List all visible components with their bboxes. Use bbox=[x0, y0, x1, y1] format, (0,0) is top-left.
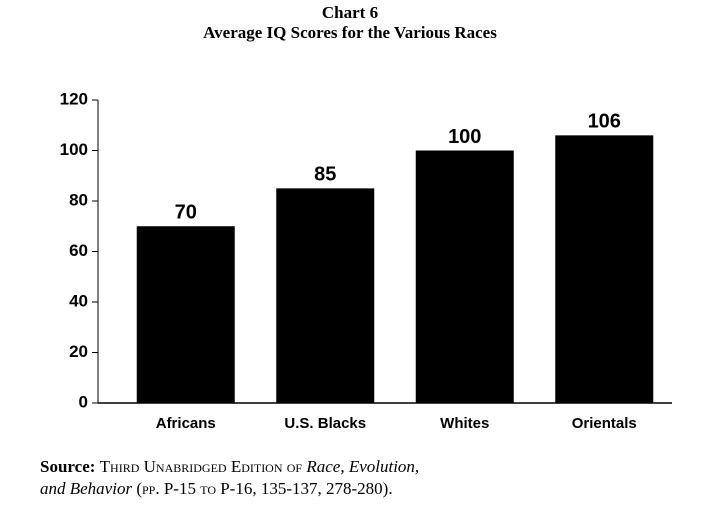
source-pages: (pp. P-15 to P-16, 135-137, 278-280). bbox=[136, 479, 393, 498]
source-label: Source: bbox=[40, 457, 96, 476]
bar bbox=[555, 135, 654, 403]
chart-subtitle: Average IQ Scores for the Various Races bbox=[203, 23, 497, 42]
y-tick-label: 80 bbox=[69, 190, 88, 209]
value-label: 100 bbox=[448, 126, 481, 148]
chart: Chart 6 Average IQ Scores for the Variou… bbox=[60, 3, 672, 432]
x-tick-label: Whites bbox=[440, 415, 489, 432]
y-tick-label: 20 bbox=[69, 342, 88, 361]
value-label: 85 bbox=[314, 164, 336, 186]
x-tick-label: Orientals bbox=[572, 415, 637, 432]
x-tick-label: Africans bbox=[156, 415, 216, 432]
bar bbox=[415, 150, 514, 403]
bar bbox=[276, 188, 375, 403]
source-title: Race, Evolution, bbox=[306, 457, 420, 476]
y-tick-label: 100 bbox=[60, 140, 88, 159]
bar bbox=[136, 226, 235, 403]
source-note: Source: Third Unabridged Edition of Race… bbox=[40, 456, 710, 500]
y-tick-label: 0 bbox=[79, 392, 88, 411]
y-tick-label: 40 bbox=[69, 291, 88, 310]
x-tick-label: U.S. Blacks bbox=[284, 415, 366, 432]
chart-title: Chart 6 bbox=[322, 3, 378, 22]
source-text: Third Unabridged Edition of bbox=[99, 457, 303, 476]
source-title: and Behavior bbox=[40, 479, 133, 498]
value-label: 106 bbox=[588, 111, 621, 133]
y-tick-label: 60 bbox=[69, 241, 88, 260]
value-label: 70 bbox=[175, 202, 197, 224]
y-tick-label: 120 bbox=[60, 89, 88, 108]
